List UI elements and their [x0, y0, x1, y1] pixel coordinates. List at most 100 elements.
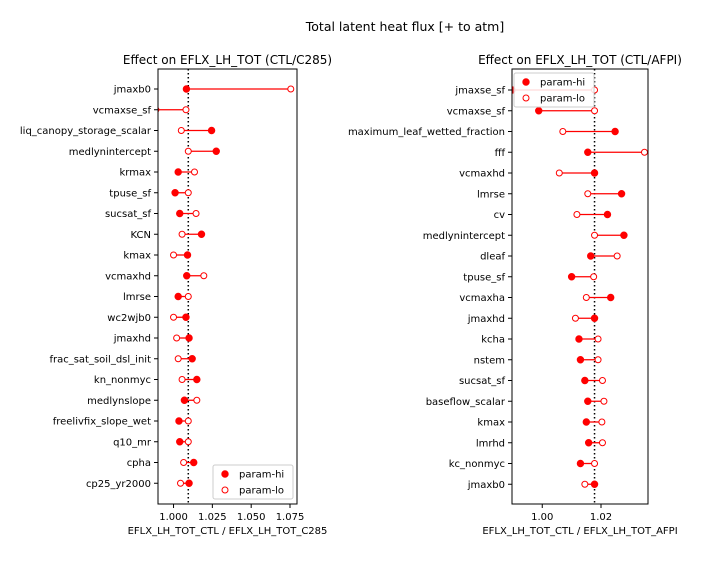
x-axis-label: EFLX_LH_TOT_CTL / EFLX_LH_TOT_C285 [128, 526, 328, 537]
y-tick-label: lmrse [477, 189, 505, 200]
y-tick-label: lmrhd [476, 438, 505, 449]
y-tick-label: wc2wjb0 [107, 313, 151, 324]
legend: param-hi param-lo [212, 464, 294, 500]
point-lo-frac_sat_soil_dsl_init [174, 355, 182, 363]
plot-area [158, 69, 295, 504]
point-lo-vcmaxse_sf [591, 107, 599, 115]
point-hi-cv [603, 210, 612, 219]
point-hi-tpuse_sf [567, 273, 576, 281]
y-tick-label: jmaxhd [467, 314, 505, 325]
point-hi-fff [584, 148, 592, 156]
point-lo-kc_nonmyc [591, 460, 599, 467]
point-hi-frac_sat_soil_dsl_init [188, 355, 196, 363]
point-hi-sucsat_sf [176, 209, 184, 218]
x-tick-label: 1.02 [590, 512, 612, 523]
point-lo-krmax [190, 168, 198, 176]
y-tick-label: medlynintercept [423, 231, 505, 242]
point-hi-lmrse [617, 190, 626, 198]
legend-box [513, 72, 595, 108]
point-lo-kn_nonmyc [178, 376, 186, 383]
point-lo-dleaf [613, 252, 621, 260]
point-hi-vcmaxhd [590, 169, 599, 177]
legend-label-hi: param-hi [540, 78, 585, 89]
panel-title: Effect on EFLX_LH_TOT (CTL/AFPI) [478, 53, 682, 67]
point-hi-kcha [575, 335, 583, 343]
y-tick-label: medlynintercept [69, 147, 151, 158]
point-lo-kmax [170, 251, 178, 259]
point-hi-freelivfix_slope_wet [175, 417, 183, 425]
point-lo-wc2wjb0 [170, 313, 178, 321]
y-tick-label: KCN [131, 230, 151, 241]
point-hi-medlynslope [180, 396, 189, 404]
y-tick-label: tpuse_sf [463, 272, 505, 283]
plot-area [512, 69, 648, 504]
point-lo-tpuse_sf [184, 189, 192, 197]
point-lo-q10_mr [184, 438, 192, 446]
panel-title: Effect on EFLX_LH_TOT (CTL/C285) [123, 53, 332, 67]
y-tick-label: nstem [474, 355, 505, 366]
y-tick-label: cp25_yr2000 [86, 479, 151, 490]
y-tick-label: sucsat_sf [459, 376, 506, 387]
point-lo-liq_canopy_storage_scalar [177, 127, 185, 134]
x-tick-label: 1.00 [531, 512, 553, 523]
point-hi-KCN [197, 230, 206, 238]
x-tick-label: 1.025 [198, 512, 227, 523]
x-tick-label: 1.050 [237, 512, 266, 523]
y-tick-label: tpuse_sf [109, 188, 151, 199]
y-tick-label: kcha [481, 335, 505, 346]
y-tick-label: medlynslope [87, 396, 151, 407]
y-tick-label: kn_nonmyc [94, 375, 151, 386]
point-hi-kmax [582, 418, 591, 426]
y-tick-label: vcmaxhd [105, 271, 151, 282]
legend-label-lo: param-lo [540, 94, 585, 105]
axes-frame [157, 68, 298, 505]
point-hi-maximum_leaf_wetted_fraction [611, 127, 619, 136]
y-tick-label: jmaxb0 [113, 85, 151, 96]
legend-marker-hi [221, 470, 229, 478]
y-tick-label: vcmaxhd [459, 169, 505, 180]
point-lo-lmrse [184, 293, 192, 300]
point-lo-vcmaxhd [555, 169, 563, 177]
point-lo-lmrhd [598, 439, 606, 447]
point-lo-tpuse_sf [590, 273, 598, 281]
legend-label-lo: param-lo [239, 486, 284, 497]
point-lo-maximum_leaf_wetted_fraction [559, 128, 567, 135]
point-hi-cp25_yr2000 [185, 479, 193, 487]
point-lo-kcha [594, 335, 602, 343]
point-lo-cv [573, 211, 581, 218]
point-lo-jmaxb0 [287, 85, 295, 93]
y-tick-label: kc_nonmyc [449, 459, 505, 470]
legend-label-hi: param-hi [239, 470, 284, 481]
legend-marker-lo [522, 94, 530, 102]
point-hi-cpha [190, 458, 198, 467]
point-hi-medlynintercept [212, 147, 220, 155]
point-lo-medlynintercept [591, 231, 599, 239]
y-tick-label: q10_mr [113, 437, 152, 448]
point-lo-freelivfix_slope_wet [184, 417, 192, 425]
point-hi-dleaf [587, 252, 595, 260]
y-tick-label: cv [494, 210, 505, 221]
point-hi-liq_canopy_storage_scalar [207, 126, 216, 135]
point-hi-jmaxb0 [590, 480, 599, 488]
y-tick-label: kmax [123, 251, 151, 262]
point-lo-lmrse [584, 190, 592, 198]
point-lo-sucsat_sf [192, 210, 200, 217]
y-tick-label: vcmaxse_sf [93, 105, 152, 116]
point-hi-krmax [174, 168, 182, 176]
axes-frame [511, 68, 649, 505]
y-tick-label: krmax [119, 168, 151, 179]
y-tick-label: fff [495, 148, 506, 159]
y-tick-label: jmaxhd [113, 334, 151, 345]
point-hi-medlynintercept [620, 231, 628, 239]
point-hi-q10_mr [176, 438, 184, 446]
y-tick-label: dleaf [480, 252, 505, 263]
point-lo-cp25_yr2000 [177, 479, 185, 487]
legend: param-hi param-lo [513, 72, 595, 108]
point-lo-baseflow_scalar [600, 397, 608, 405]
point-hi-tpuse_sf [171, 189, 179, 197]
point-lo-jmaxhd [173, 334, 181, 342]
y-tick-label: jmaxb0 [467, 480, 505, 491]
legend-marker-hi [522, 78, 530, 86]
x-tick-label: 1.000 [159, 512, 188, 523]
figure-suptitle: Total latent heat flux [+ to atm] [305, 19, 504, 34]
